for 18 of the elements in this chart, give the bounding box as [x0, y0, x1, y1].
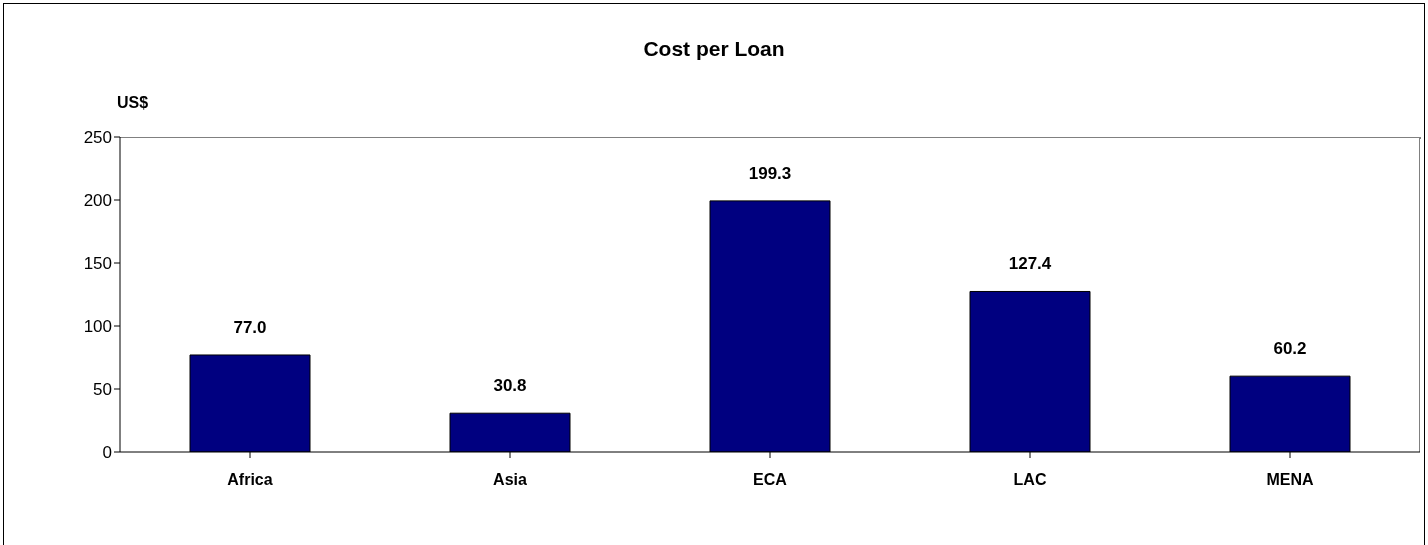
- x-tick-label: Africa: [227, 471, 273, 489]
- data-label: 199.3: [748, 163, 792, 183]
- y-tick-label: 250: [83, 128, 112, 148]
- x-tick-label: ECA: [753, 471, 788, 489]
- y-axis-title: US$: [117, 94, 149, 112]
- y-tick-label: 200: [83, 191, 112, 211]
- data-label: 30.8: [493, 376, 527, 396]
- data-label: 127.4: [1008, 254, 1052, 274]
- x-tick-label: MENA: [1266, 471, 1314, 489]
- y-tick-label: 100: [83, 317, 112, 337]
- data-label: 60.2: [1273, 339, 1307, 359]
- y-tick-label: 50: [93, 380, 112, 400]
- x-tick-label: Asia: [493, 471, 527, 489]
- y-tick-label: 150: [83, 254, 112, 274]
- y-tick-label: 0: [102, 443, 112, 463]
- chart-title: Cost per Loan: [642, 37, 786, 61]
- data-label: 77.0: [233, 317, 267, 337]
- x-tick-label: LAC: [1013, 471, 1047, 489]
